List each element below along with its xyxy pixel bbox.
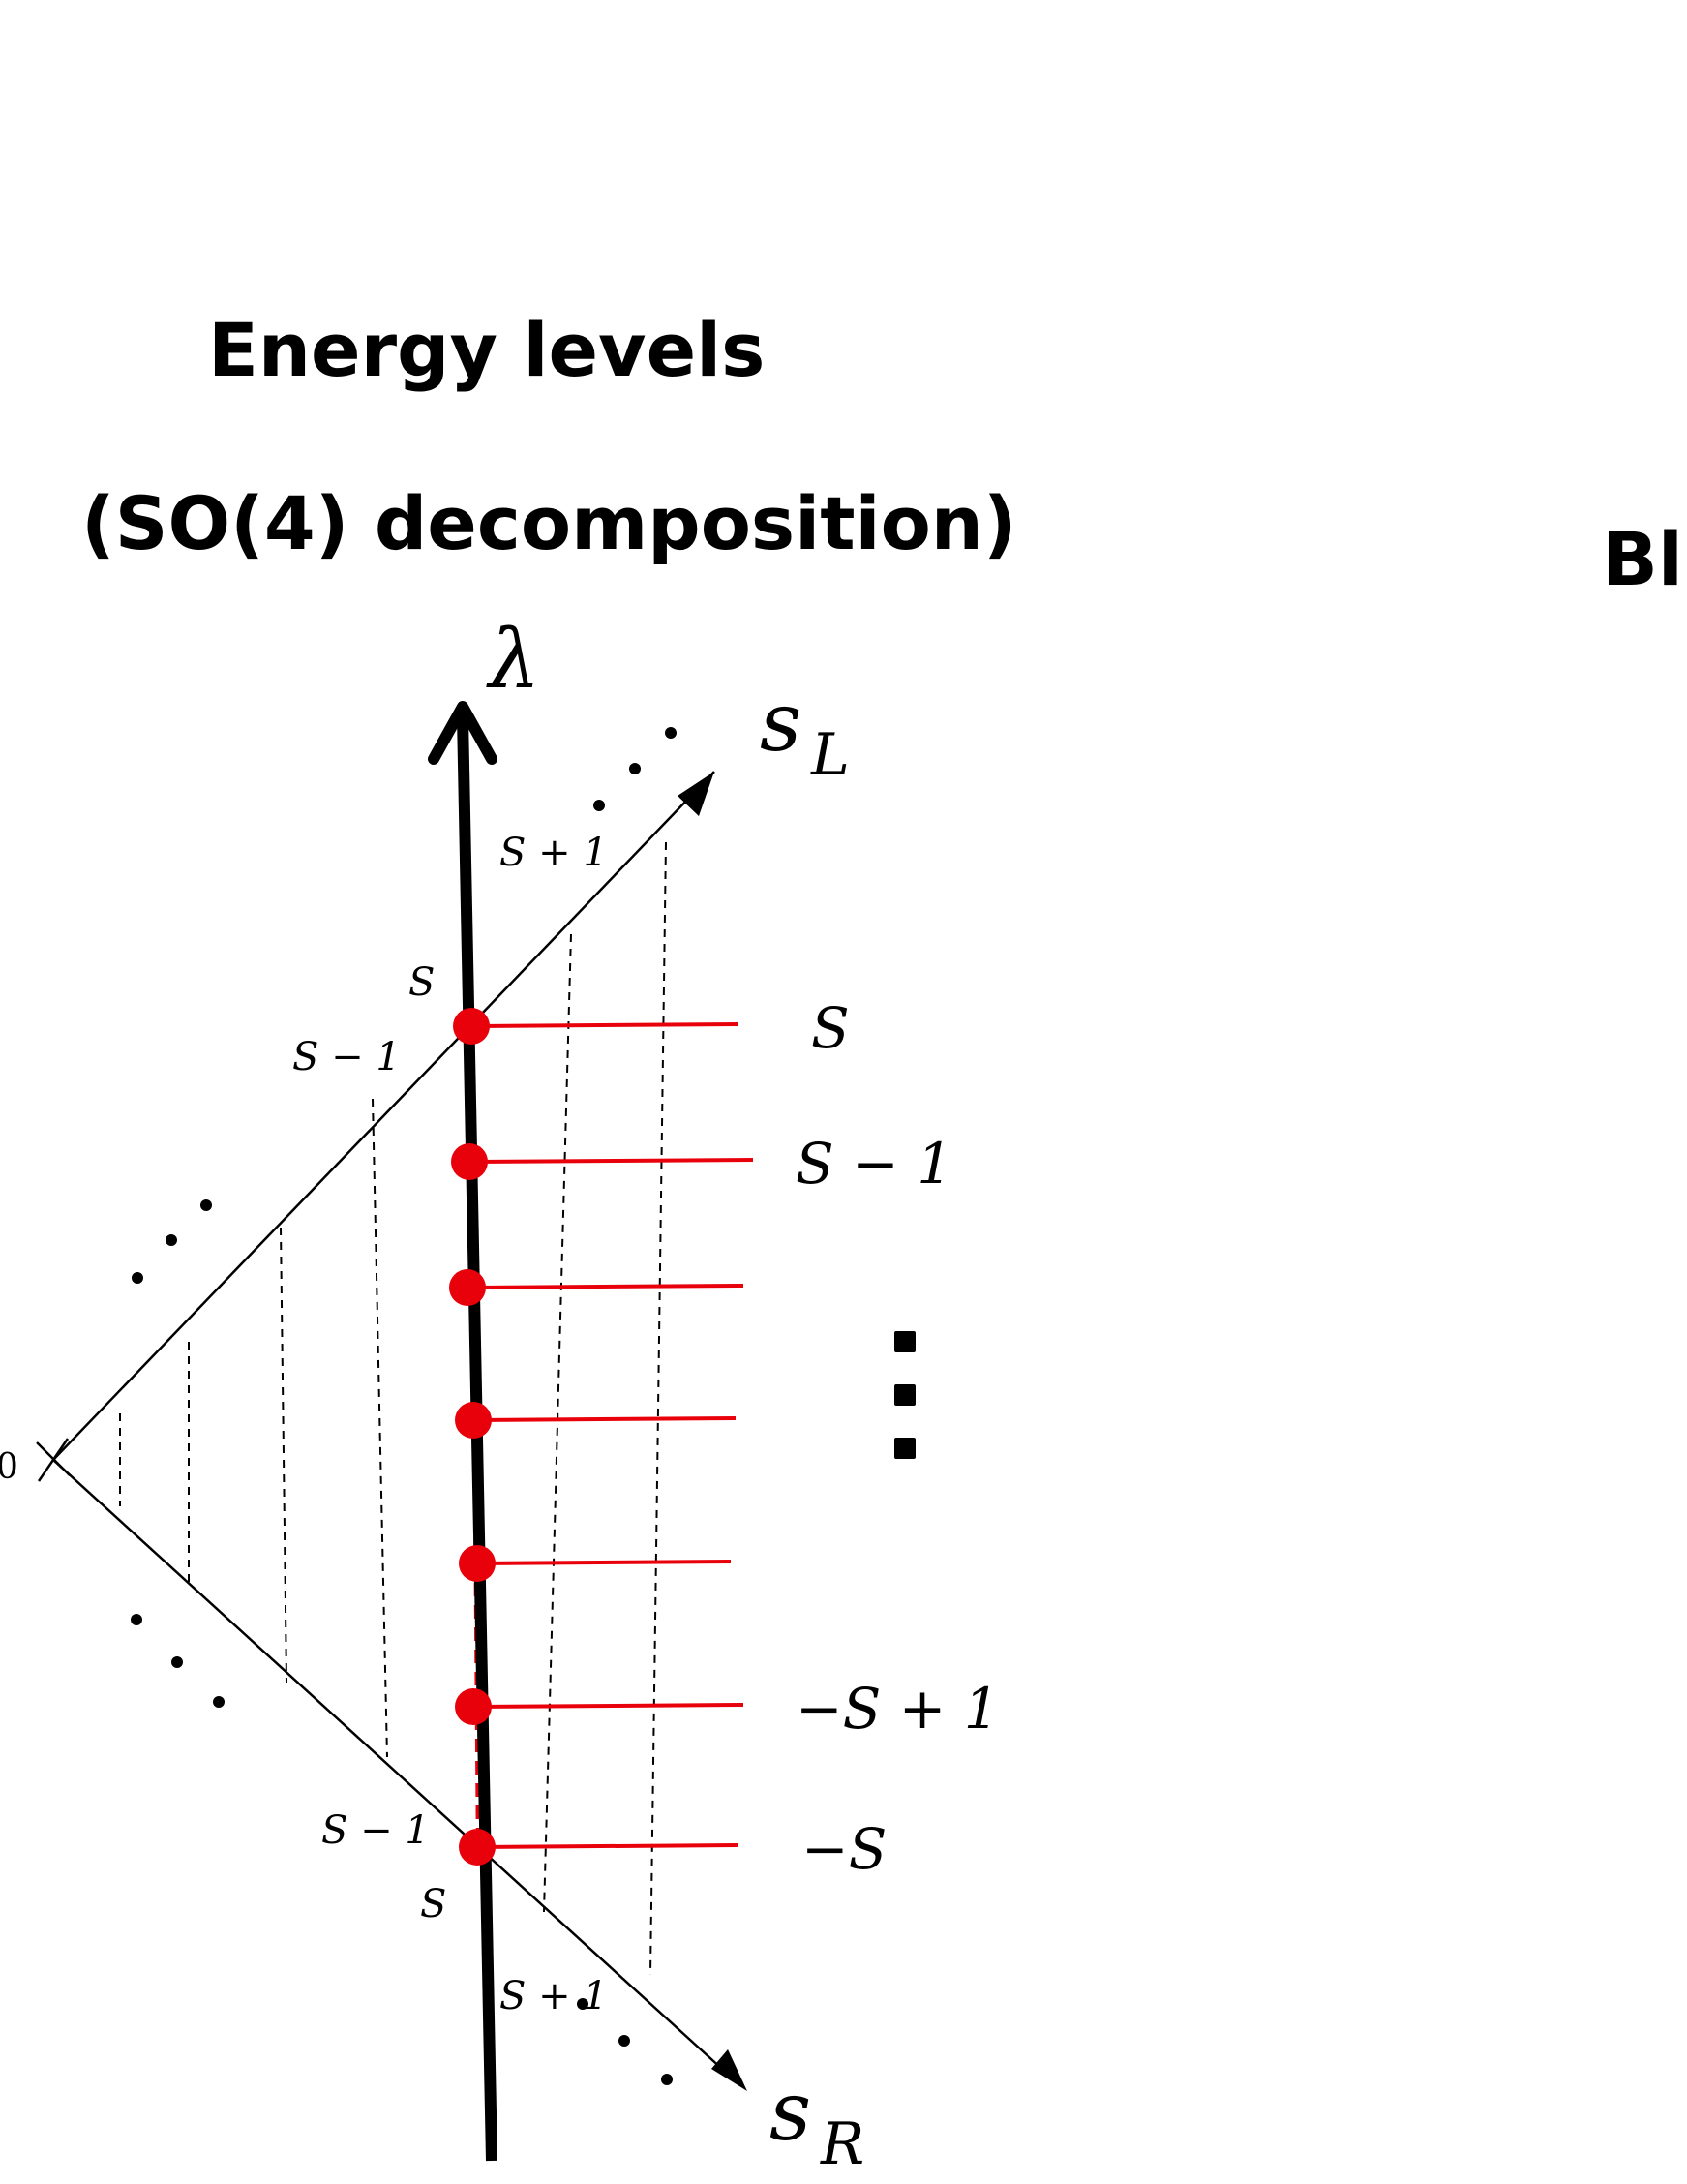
energy-level-line: [472, 1703, 744, 1709]
tick-lower-S-minus-1: S − 1: [321, 1808, 430, 1853]
energy-level-label: −S + 1: [796, 1676, 1000, 1742]
energy-level-dot: [449, 1269, 486, 1306]
lambda-arrowhead: [428, 701, 497, 765]
energy-level-label: −S: [801, 1816, 887, 1882]
energy-level-line: [470, 1022, 739, 1028]
origin-tick-cross: [37, 1438, 70, 1482]
energy-level-label: S − 1: [796, 1131, 952, 1197]
sL-axis-line: [52, 771, 715, 1461]
ellipsis-dots: [131, 727, 677, 2085]
sL-subscript: L: [810, 721, 850, 789]
energy-level-dot: [453, 1008, 490, 1045]
energy-level-line: [476, 1843, 738, 1849]
title-line-2: (SO(4) decomposition): [81, 480, 1017, 566]
vertical-ellipsis: [894, 1331, 916, 1459]
tick-upper-S-plus-1: S + 1: [499, 831, 608, 875]
sR-label: s: [769, 2064, 811, 2159]
energy-level-line: [472, 1416, 737, 1422]
tick-upper-S: S: [408, 960, 435, 1005]
sR-arrowhead: [711, 2049, 747, 2091]
energy-level-line: [476, 1560, 732, 1565]
energy-level-dot: [455, 1402, 492, 1439]
sL-arrowhead: [678, 772, 714, 816]
energy-level-label: S: [811, 995, 850, 1061]
sR-axis-line: [52, 1459, 735, 2080]
right-dashed-lines: [543, 841, 667, 1976]
energy-level-line: [467, 1284, 744, 1289]
lambda-axis-line: [457, 715, 497, 2162]
energy-level-dot: [455, 1688, 492, 1725]
origin-label: 0: [0, 1447, 18, 1487]
title-line-1: Energy levels: [208, 307, 765, 393]
energy-level-dot: [451, 1143, 488, 1180]
energy-level-dot: [459, 1545, 496, 1582]
right-panel-title-fragment: Bl: [1602, 516, 1683, 602]
sL-label: s: [760, 675, 801, 770]
energy-levels: S S − 1 −S + 1 −S: [449, 995, 1000, 1882]
energy-level-dot: [459, 1829, 496, 1866]
sR-subscript: R: [820, 2110, 864, 2178]
tick-upper-S-minus-1: S − 1: [292, 1035, 401, 1079]
left-dashed-lines: [119, 1098, 388, 1758]
energy-level-line: [468, 1158, 754, 1164]
lambda-label: λ: [486, 612, 540, 707]
tick-lower-S-plus-1: S + 1: [499, 1974, 608, 2018]
tick-lower-S: S: [420, 1882, 446, 1926]
